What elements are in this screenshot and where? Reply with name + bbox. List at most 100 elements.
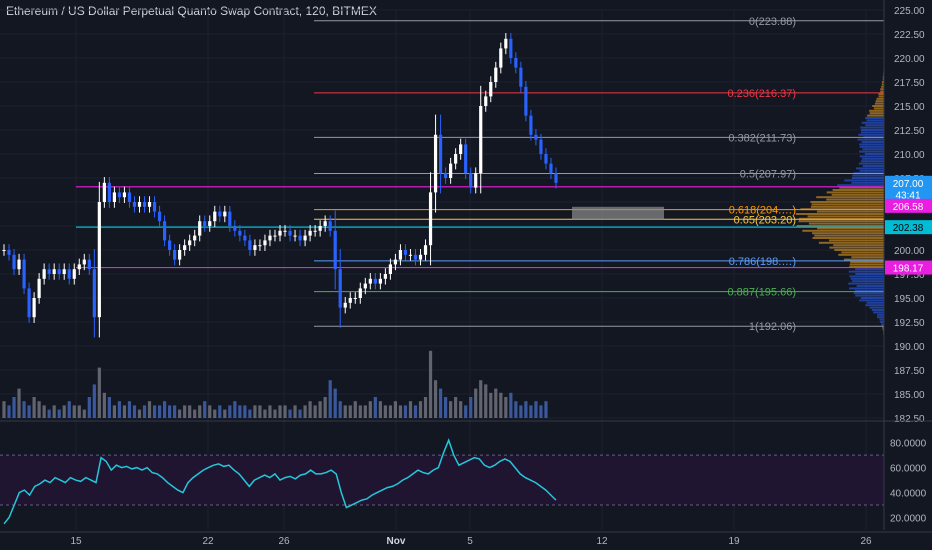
volume-bar xyxy=(539,405,543,418)
candle-body xyxy=(348,298,352,303)
profile-bar xyxy=(877,313,884,316)
y-tick-label: 195.00 xyxy=(894,294,925,305)
profile-bar xyxy=(869,109,884,112)
profile-bar xyxy=(869,306,884,309)
profile-bar xyxy=(882,328,884,331)
volume-bar xyxy=(368,401,372,418)
candle-body xyxy=(403,250,408,255)
profile-bar xyxy=(841,251,884,254)
candle-body xyxy=(358,288,362,298)
profile-bar xyxy=(814,234,884,237)
fib-level-label: 0(223.88) xyxy=(749,16,796,28)
profile-bar xyxy=(866,119,884,122)
volume-bar xyxy=(77,405,81,418)
y-tick-label: 225.00 xyxy=(894,6,925,17)
candle-body xyxy=(77,264,81,270)
y-tick-label: 222.50 xyxy=(894,30,925,41)
volume-bar xyxy=(188,405,192,418)
candle-body xyxy=(178,250,182,260)
candle-body xyxy=(418,254,423,260)
candle-body xyxy=(243,235,247,241)
candle-body xyxy=(188,240,192,246)
candle-body xyxy=(87,259,91,270)
profile-bar xyxy=(860,126,884,129)
candle-body xyxy=(479,106,483,174)
volume-bar xyxy=(313,405,317,418)
volume-bar xyxy=(273,409,277,418)
volume-bar xyxy=(433,380,438,418)
candle-body xyxy=(218,211,222,217)
profile-bar xyxy=(826,198,884,201)
candle-body xyxy=(449,163,453,178)
candle-body xyxy=(378,278,382,284)
candle-body xyxy=(72,269,76,279)
volume-bar xyxy=(343,405,347,418)
profile-bar xyxy=(862,148,884,151)
candle-body xyxy=(499,48,503,68)
volume-bar xyxy=(82,409,86,418)
profile-bar xyxy=(808,222,884,225)
profile-bar xyxy=(861,160,884,163)
candle-body xyxy=(514,58,518,68)
candle-body xyxy=(42,269,46,279)
candle-body xyxy=(313,230,317,232)
candle-body xyxy=(107,182,111,202)
profile-bar xyxy=(839,186,884,189)
volume-bar xyxy=(258,405,262,418)
volume-bar xyxy=(37,401,41,418)
candle-body xyxy=(127,192,132,202)
candle-body xyxy=(102,182,106,202)
candle-body xyxy=(27,288,31,318)
volume-bar xyxy=(494,388,498,418)
profile-bar xyxy=(834,249,884,251)
volume-bar xyxy=(408,401,413,418)
rsi-tick-label: 20.0000 xyxy=(890,514,927,525)
candle-body xyxy=(112,192,116,202)
profile-bar xyxy=(864,153,884,155)
profile-bar xyxy=(874,102,884,105)
candle-body xyxy=(338,269,342,308)
x-tick-label: 12 xyxy=(596,536,608,547)
volume-bar xyxy=(278,405,282,418)
volume-bar xyxy=(152,405,157,418)
volume-bar xyxy=(544,401,548,418)
profile-bar xyxy=(849,287,884,290)
profile-bar xyxy=(876,97,884,100)
profile-bar xyxy=(880,321,884,323)
candle-body xyxy=(17,259,21,270)
volume-bar xyxy=(303,405,307,418)
volume-bar xyxy=(509,392,513,418)
profile-bar xyxy=(848,282,884,285)
candle-body xyxy=(142,202,147,207)
candle-body xyxy=(22,259,26,289)
volume-bar xyxy=(499,392,503,418)
profile-bar xyxy=(798,220,884,223)
candle-body xyxy=(278,230,282,236)
price-badge-label: 206.58 xyxy=(893,202,924,213)
y-tick-label: 197.50 xyxy=(894,270,925,281)
candle-body xyxy=(298,235,302,241)
volume-bar xyxy=(183,405,187,418)
y-tick-label: 190.00 xyxy=(894,342,925,353)
profile-bar xyxy=(869,112,884,115)
profile-bar xyxy=(802,229,884,232)
x-tick-label: 5 xyxy=(467,536,473,547)
profile-bar xyxy=(866,301,884,304)
profile-bar xyxy=(873,311,884,314)
rsi-band xyxy=(0,455,884,506)
x-tick-label: 19 xyxy=(728,536,740,547)
volume-bar xyxy=(328,380,332,418)
candle-body xyxy=(52,269,56,274)
volume-bar xyxy=(333,388,337,418)
profile-bar xyxy=(858,162,884,165)
candle-body xyxy=(137,202,142,207)
profile-bar xyxy=(829,239,884,242)
volume-bar xyxy=(283,405,287,418)
candle-body xyxy=(173,250,177,260)
volume-bar xyxy=(398,405,403,418)
volume-bar xyxy=(62,405,66,418)
candle-body xyxy=(157,211,162,222)
profile-bar xyxy=(856,167,884,170)
volume-bar xyxy=(418,401,423,418)
